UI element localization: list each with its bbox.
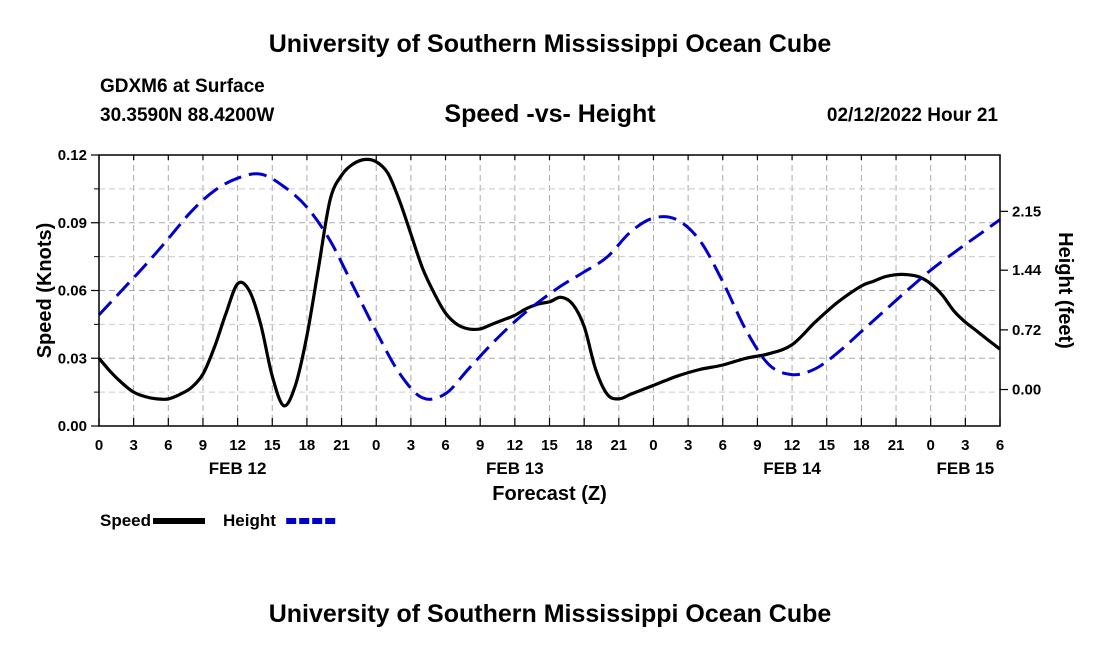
x-tick-label: 0 [372,437,380,454]
date-label: FEB 15 [937,459,995,478]
y2-tick-label: 0.72 [1012,322,1041,339]
y-tick-label: 0.12 [58,147,87,164]
y2-axis-title: Height (feet) [1054,232,1076,349]
x-tick-label: 21 [610,437,627,454]
x-tick-label: 12 [784,437,801,454]
y-tick-label: 0.09 [58,215,87,232]
y-tick-label: 0.03 [58,350,87,367]
x-tick-label: 0 [649,437,657,454]
x-tick-label: 0 [95,437,103,454]
date-label: FEB 13 [486,459,544,478]
axes: 0 3 6 9 12 15 18 21 0 3 6 9 12 15 18 21 0 3 6 9 12 15 18 21 0 3 6 0… [58,147,1042,478]
y-tick-label: 0.00 [58,418,87,435]
y2-tick-label: 2.15 [1012,203,1041,220]
footer-title: University of Southern Mississippi Ocean… [268,600,832,628]
x-tick-label: 9 [753,437,761,454]
x-tick-label: 18 [576,437,593,454]
series-lines [97,157,1001,408]
speed-series-line [97,157,1001,408]
x-tick-label: 9 [199,437,207,454]
y-tick-label: 0.06 [58,283,87,300]
x-tick-label: 6 [164,437,172,454]
date-label: FEB 14 [763,459,821,478]
page-title: University of Southern Mississippi Ocean… [268,30,832,58]
height-series-line [97,172,1001,401]
x-tick-label: 6 [719,437,727,454]
x-tick-label: 3 [407,437,415,454]
y2-tick-label: 1.44 [1012,262,1042,279]
x-tick-label: 3 [129,437,137,454]
x-tick-label: 6 [441,437,449,454]
legend: Speed Height [100,511,339,530]
model-label: GDXM6 at Surface [100,76,265,97]
x-tick-label: 12 [507,437,524,454]
x-tick-label: 0 [927,437,935,454]
x-tick-label: 12 [229,437,246,454]
datetime-label: 02/12/2022 Hour 21 [826,105,998,126]
x-tick-label: 15 [541,437,558,454]
x-tick-label: 18 [853,437,870,454]
x-tick-label: 9 [476,437,484,454]
legend-label: Height [223,511,276,530]
grid-lines [99,155,1000,426]
x-tick-label: 15 [264,437,281,454]
x-tick-label: 21 [888,437,905,454]
x-tick-label: 15 [818,437,835,454]
y-axis-title: Speed (Knots) [34,223,56,359]
x-tick-label: 18 [299,437,316,454]
y2-tick-label: 0.00 [1012,382,1041,399]
chart-title: Speed -vs- Height [444,100,656,128]
x-tick-label: 6 [996,437,1004,454]
coordinates-label: 30.3590N 88.4200W [100,105,275,126]
x-tick-label: 3 [961,437,969,454]
x-tick-label: 3 [684,437,692,454]
x-tick-label: 21 [333,437,350,454]
x-axis-title: Forecast (Z) [492,483,606,505]
legend-label: Speed [100,511,151,530]
date-label: FEB 12 [209,459,267,478]
